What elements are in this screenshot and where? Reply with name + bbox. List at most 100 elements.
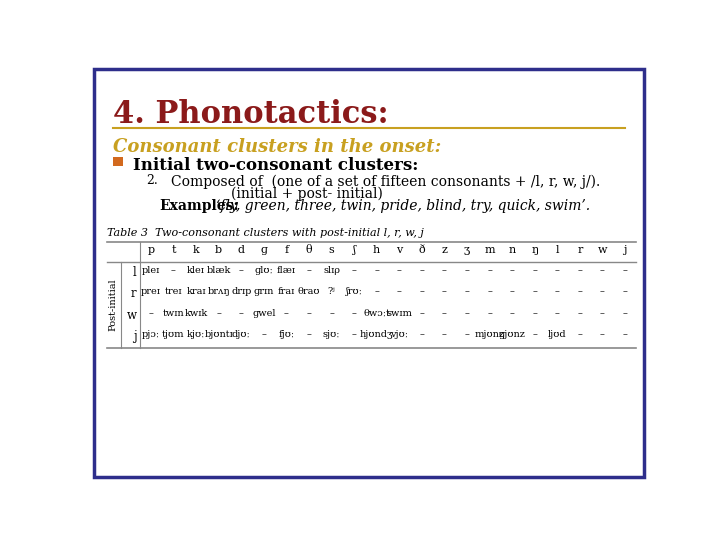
Text: –: – [171, 266, 176, 275]
Text: –: – [420, 309, 424, 318]
Text: z: z [441, 245, 447, 255]
Text: treɪ: treɪ [165, 287, 182, 296]
Text: r: r [131, 287, 137, 300]
Text: –: – [600, 330, 605, 340]
Text: ljʊd: ljʊd [548, 330, 567, 340]
Text: bjʊntɪ: bjʊntɪ [204, 330, 233, 340]
Text: ʃrʊː: ʃrʊː [346, 287, 363, 296]
Text: twɪn: twɪn [163, 309, 184, 318]
Text: l: l [132, 266, 137, 279]
Text: –: – [442, 287, 447, 296]
Text: j: j [624, 245, 627, 255]
Text: –: – [464, 309, 469, 318]
Text: –: – [307, 330, 311, 340]
Text: –: – [577, 330, 582, 340]
Text: –: – [623, 330, 628, 340]
Text: –: – [442, 309, 447, 318]
Text: –: – [532, 309, 537, 318]
Text: –: – [532, 330, 537, 340]
Text: –: – [239, 266, 243, 275]
Text: drɪp: drɪp [231, 287, 251, 296]
Text: θraʊ: θraʊ [297, 287, 320, 296]
Text: blæk: blæk [207, 266, 231, 275]
Text: slɪρ: slɪρ [323, 266, 340, 275]
Text: –: – [374, 287, 379, 296]
Text: –: – [420, 266, 424, 275]
Text: –: – [329, 309, 334, 318]
Text: s: s [328, 245, 334, 255]
Text: Examples:: Examples: [160, 199, 239, 213]
Text: –: – [623, 287, 628, 296]
Text: sjʊː: sjʊː [323, 330, 341, 340]
Text: kwɪk: kwɪk [184, 309, 207, 318]
Text: –: – [623, 266, 628, 275]
Text: –: – [148, 309, 153, 318]
Text: k: k [193, 245, 199, 255]
Text: preɪ: preɪ [141, 287, 161, 296]
Text: n: n [508, 245, 516, 255]
Text: ?ʲ: ?ʲ [328, 287, 336, 296]
Text: ð: ð [418, 245, 426, 255]
Text: kleɪ: kleɪ [187, 266, 205, 275]
Text: pleɪ: pleɪ [142, 266, 160, 275]
Text: –: – [216, 309, 221, 318]
Text: –: – [442, 330, 447, 340]
Text: –: – [420, 330, 424, 340]
Text: t: t [171, 245, 176, 255]
Text: –: – [532, 266, 537, 275]
Text: m: m [485, 245, 495, 255]
Text: tjʊm: tjʊm [162, 330, 185, 340]
Text: fraɪ: fraɪ [278, 287, 295, 296]
Text: ɡlʊː: ɡlʊː [254, 266, 273, 275]
Text: –: – [555, 266, 559, 275]
Text: –: – [442, 266, 447, 275]
Text: (initial + post- initial): (initial + post- initial) [231, 186, 383, 201]
Text: Initial two-consonant clusters:: Initial two-consonant clusters: [132, 157, 418, 174]
Text: –: – [555, 309, 559, 318]
Text: v: v [396, 245, 402, 255]
Text: –: – [307, 309, 311, 318]
Text: r: r [577, 245, 582, 255]
Text: –: – [397, 287, 402, 296]
Text: p: p [148, 245, 155, 255]
Text: –: – [397, 266, 402, 275]
Text: –: – [600, 266, 605, 275]
Text: swɪm: swɪm [387, 309, 413, 318]
Text: –: – [577, 287, 582, 296]
Text: –: – [510, 266, 515, 275]
Text: ɡjʊnz: ɡjʊnz [499, 330, 526, 340]
Text: w: w [127, 309, 137, 322]
Text: hjʊndʒ: hjʊndʒ [360, 330, 393, 340]
Text: w: w [598, 245, 607, 255]
Text: Post-initial: Post-initial [108, 279, 117, 332]
Text: vjʊː: vjʊː [390, 330, 408, 340]
Text: –: – [600, 287, 605, 296]
Text: Composed of  (one of a set of fifteen consonants + /l, r, w, j/).: Composed of (one of a set of fifteen con… [171, 174, 600, 188]
Text: –: – [351, 330, 356, 340]
Text: –: – [464, 330, 469, 340]
Text: d: d [238, 245, 245, 255]
Text: l: l [556, 245, 559, 255]
Text: –: – [464, 287, 469, 296]
Text: θwɔːt: θwɔːt [364, 309, 390, 318]
Text: –: – [351, 309, 356, 318]
Text: mjʊnz: mjʊnz [474, 330, 505, 340]
Text: –: – [577, 309, 582, 318]
Text: kjʊː: kjʊː [187, 330, 205, 340]
Text: –: – [600, 309, 605, 318]
Text: j: j [133, 330, 137, 343]
Text: h: h [373, 245, 380, 255]
Text: –: – [487, 287, 492, 296]
Text: ʃ: ʃ [353, 245, 356, 255]
Text: brʌŋ: brʌŋ [207, 287, 230, 296]
Text: f: f [284, 245, 289, 255]
Text: –: – [307, 266, 311, 275]
Text: –: – [555, 287, 559, 296]
Text: –: – [239, 309, 243, 318]
Text: –: – [420, 287, 424, 296]
Text: –: – [487, 266, 492, 275]
Text: ɡwel: ɡwel [252, 309, 276, 318]
Text: 2.: 2. [145, 174, 158, 187]
Text: –: – [532, 287, 537, 296]
Text: 4. Phonotactics:: 4. Phonotactics: [113, 99, 389, 131]
